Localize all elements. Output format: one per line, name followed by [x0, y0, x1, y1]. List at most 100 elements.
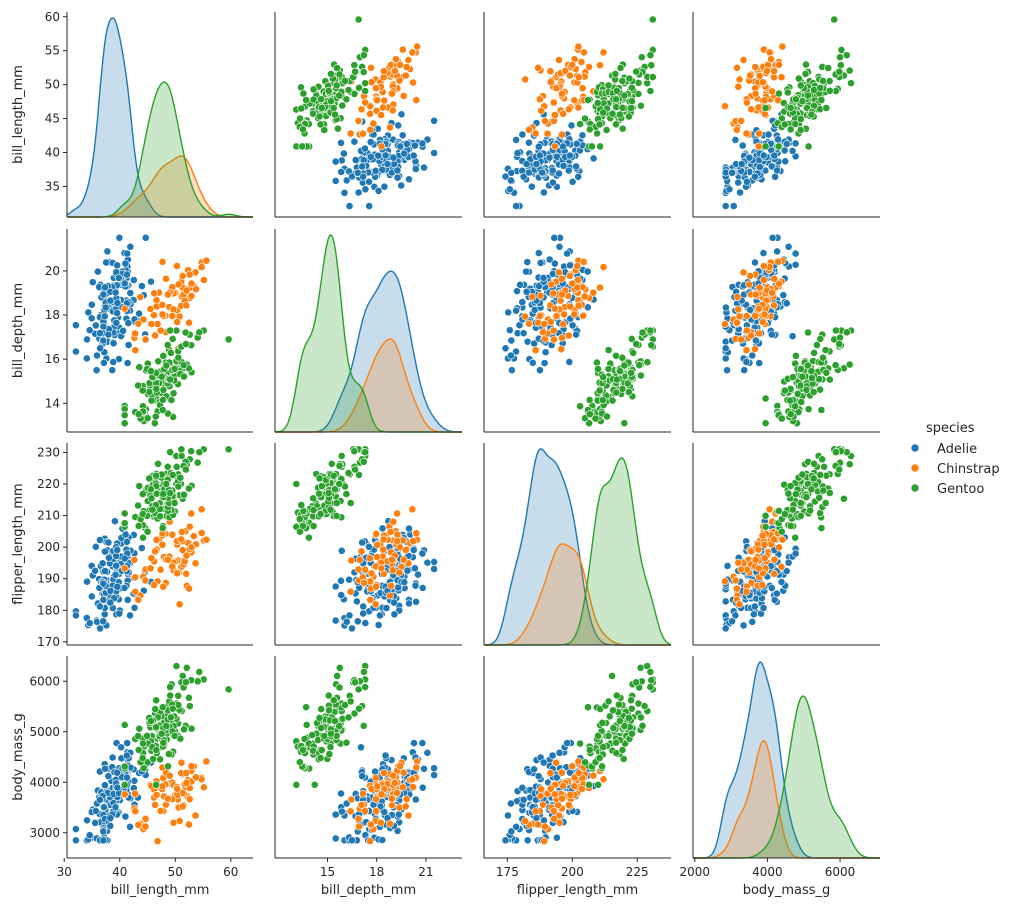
point-gentoo: [172, 462, 181, 471]
point-adelie: [418, 139, 427, 148]
point-chinstrap: [534, 63, 543, 72]
point-adelie: [564, 166, 573, 175]
point-adelie: [91, 542, 100, 551]
point-chinstrap: [187, 762, 196, 771]
point-gentoo: [335, 91, 344, 100]
x-tick-label: 2000: [680, 865, 711, 879]
point-chinstrap: [737, 565, 745, 574]
point-gentoo: [615, 700, 623, 709]
point-gentoo: [298, 142, 307, 151]
point-chinstrap: [546, 78, 555, 87]
point-gentoo: [135, 363, 144, 372]
point-adelie: [418, 584, 427, 592]
point-gentoo: [182, 663, 191, 672]
point-adelie: [412, 597, 420, 606]
point-adelie: [381, 151, 390, 160]
point-gentoo: [634, 90, 643, 98]
point-chinstrap: [131, 587, 140, 596]
point-chinstrap: [149, 311, 158, 320]
point-gentoo: [808, 374, 816, 382]
point-chinstrap: [743, 98, 751, 107]
point-gentoo: [627, 83, 636, 92]
point-adelie: [137, 282, 146, 290]
point-adelie: [374, 186, 383, 195]
kde-fill-chinstrap: [67, 156, 253, 217]
point-adelie: [550, 233, 559, 242]
point-adelie: [534, 772, 543, 781]
point-adelie: [365, 542, 373, 551]
point-gentoo: [325, 750, 334, 758]
point-adelie: [141, 233, 150, 242]
point-gentoo: [612, 375, 621, 384]
point-gentoo: [593, 358, 601, 367]
point-adelie: [353, 617, 362, 626]
point-gentoo: [135, 482, 144, 490]
point-adelie: [723, 366, 731, 375]
point-gentoo: [344, 86, 353, 94]
point-adelie: [82, 354, 91, 363]
kde-fill-adelie: [67, 18, 253, 217]
point-chinstrap: [755, 329, 764, 338]
point-gentoo: [335, 461, 344, 470]
point-gentoo: [317, 724, 325, 732]
point-chinstrap: [165, 771, 174, 780]
point-adelie: [130, 603, 139, 612]
point-gentoo: [143, 731, 151, 740]
point-chinstrap: [156, 807, 165, 815]
point-adelie: [113, 582, 122, 591]
point-chinstrap: [539, 328, 547, 337]
point-chinstrap: [574, 276, 582, 284]
point-gentoo: [326, 97, 335, 106]
point-adelie: [99, 827, 108, 836]
point-gentoo: [786, 103, 795, 112]
point-gentoo: [825, 375, 834, 384]
point-gentoo: [295, 758, 304, 767]
point-gentoo: [332, 499, 341, 507]
point-gentoo: [598, 762, 606, 771]
point-adelie: [342, 617, 351, 626]
point-chinstrap: [531, 807, 540, 816]
point-gentoo: [151, 705, 160, 713]
point-gentoo: [134, 746, 143, 754]
point-gentoo: [135, 724, 144, 733]
point-gentoo: [786, 396, 794, 405]
point-chinstrap: [537, 785, 546, 794]
point-chinstrap: [742, 346, 751, 355]
point-chinstrap: [185, 820, 193, 829]
point-chinstrap: [525, 125, 533, 134]
point-chinstrap: [589, 288, 598, 297]
point-gentoo: [647, 61, 656, 70]
point-chinstrap: [550, 335, 558, 344]
point-chinstrap: [775, 60, 783, 69]
point-adelie: [106, 822, 115, 830]
point-chinstrap: [347, 795, 356, 804]
point-chinstrap: [758, 318, 767, 326]
point-chinstrap: [199, 276, 208, 284]
point-chinstrap: [367, 63, 375, 72]
point-adelie: [512, 347, 520, 356]
point-adelie: [358, 772, 367, 781]
point-adelie: [104, 330, 113, 339]
point-chinstrap: [760, 262, 768, 270]
point-adelie: [361, 185, 370, 194]
point-chinstrap: [566, 71, 574, 80]
point-adelie: [568, 177, 577, 186]
point-adelie: [750, 172, 759, 181]
point-gentoo: [822, 104, 831, 112]
point-chinstrap: [734, 82, 743, 91]
point-gentoo: [299, 522, 307, 530]
point-gentoo: [604, 81, 613, 90]
point-adelie: [84, 308, 93, 317]
point-adelie: [109, 358, 118, 366]
point-gentoo: [813, 341, 821, 349]
point-gentoo: [166, 348, 175, 357]
point-adelie: [411, 581, 420, 590]
point-adelie: [551, 259, 559, 268]
point-gentoo: [359, 721, 368, 730]
point-adelie: [767, 330, 776, 339]
point-adelie: [767, 584, 776, 592]
point-adelie: [567, 121, 576, 130]
point-adelie: [123, 537, 131, 546]
point-adelie: [99, 595, 108, 604]
point-gentoo: [164, 750, 173, 758]
